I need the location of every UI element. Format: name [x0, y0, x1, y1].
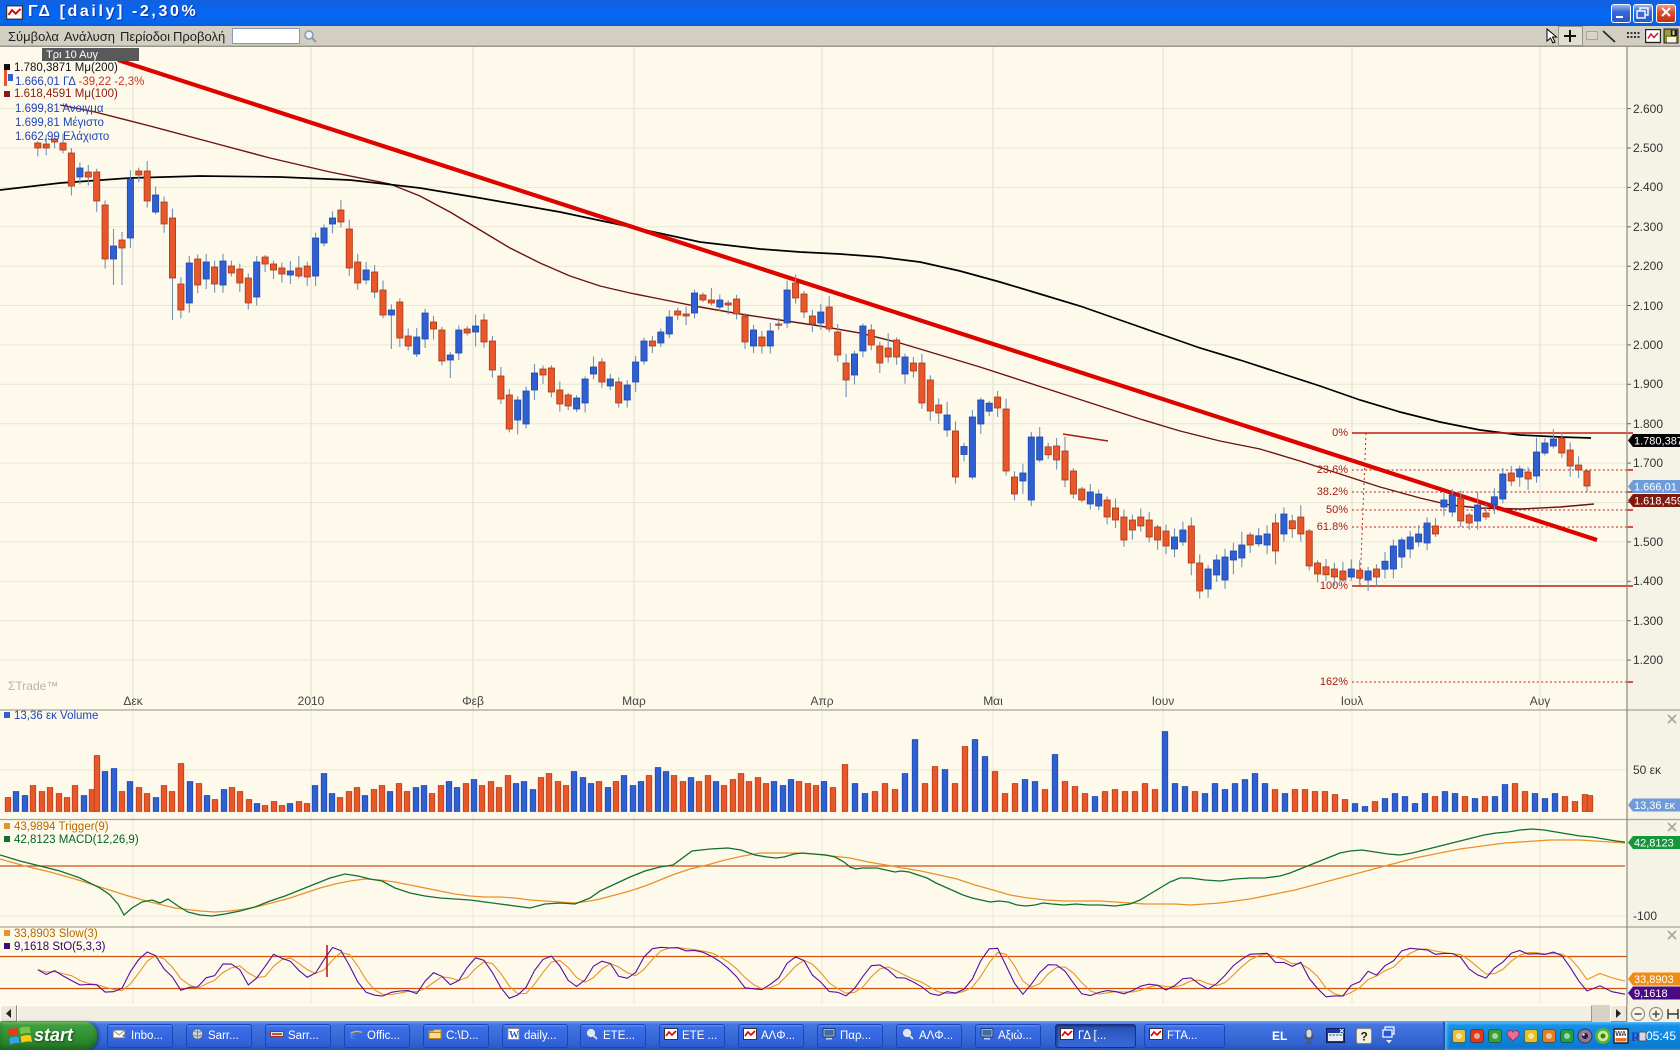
svg-text:Τρι 10 Αυγ: Τρι 10 Αυγ	[46, 49, 99, 61]
svg-text:1.780,387: 1.780,387	[1634, 436, 1680, 448]
svg-text:Μαι: Μαι	[983, 694, 1003, 708]
svg-text:13,36 εκ: 13,36 εκ	[1634, 800, 1675, 812]
svg-text:1.618,459: 1.618,459	[1634, 496, 1680, 508]
svg-text:1.699,81 Άνοιγμα: 1.699,81 Άνοιγμα	[15, 103, 104, 115]
svg-text:162%: 162%	[1320, 676, 1348, 688]
svg-text:Απρ: Απρ	[810, 694, 833, 708]
svg-text:R: R	[1631, 1029, 1641, 1044]
svg-text:0%: 0%	[1332, 427, 1348, 439]
svg-text:?: ?	[1361, 1030, 1368, 1044]
svg-text:1.700: 1.700	[1633, 456, 1663, 470]
svg-text:42,8123: 42,8123	[1634, 838, 1674, 850]
svg-text:9,1618 StO(5,3,3): 9,1618 StO(5,3,3)	[14, 941, 106, 953]
svg-text:Δεκ: Δεκ	[123, 694, 143, 708]
svg-text:ΣTrade™: ΣTrade™	[8, 679, 58, 693]
svg-text:1.200: 1.200	[1633, 653, 1663, 667]
svg-text:1.800: 1.800	[1633, 417, 1663, 431]
svg-text:13,36 εκ Volume: 13,36 εκ Volume	[14, 710, 98, 722]
svg-text:Ιουν: Ιουν	[1152, 694, 1175, 708]
svg-text:50%: 50%	[1326, 504, 1348, 516]
svg-text:1.780,3871 Μμ(200): 1.780,3871 Μμ(200)	[14, 62, 118, 74]
svg-text:1.500: 1.500	[1633, 535, 1663, 549]
svg-text:1.699,81 Μέγιστο: 1.699,81 Μέγιστο	[15, 117, 104, 129]
svg-text:1.300: 1.300	[1633, 614, 1663, 628]
svg-text:2.100: 2.100	[1633, 299, 1663, 313]
svg-text:1.662,99 Ελάχιστο: 1.662,99 Ελάχιστο	[15, 131, 109, 143]
svg-text:1.666,01: 1.666,01	[1634, 482, 1677, 494]
svg-text:38.2%: 38.2%	[1317, 486, 1348, 498]
svg-text:33,8903: 33,8903	[1634, 974, 1674, 986]
svg-text:2.400: 2.400	[1633, 180, 1663, 194]
svg-text:Αυγ: Αυγ	[1530, 694, 1551, 708]
svg-text:61.8%: 61.8%	[1317, 521, 1348, 533]
svg-text:9,1618: 9,1618	[1634, 988, 1668, 1000]
svg-text:33,8903 Slow(3): 33,8903 Slow(3)	[14, 928, 98, 940]
svg-text:W: W	[509, 1030, 519, 1040]
svg-text:Ιουλ: Ιουλ	[1341, 694, 1364, 708]
svg-text:1.618,4591 Μμ(100): 1.618,4591 Μμ(100)	[14, 88, 118, 100]
svg-text:1.400: 1.400	[1633, 574, 1663, 588]
svg-text:50 εκ: 50 εκ	[1633, 763, 1662, 777]
svg-text:WA: WA	[1615, 1031, 1626, 1038]
svg-text:-100: -100	[1633, 909, 1657, 923]
svg-text:2.300: 2.300	[1633, 220, 1663, 234]
svg-text:42,8123 MACD(12,26,9): 42,8123 MACD(12,26,9)	[14, 834, 139, 846]
svg-text:1.666,01 ΓΔ -39,22 -2,3%: 1.666,01 ΓΔ -39,22 -2,3%	[15, 76, 144, 88]
svg-text:43,9894 Trigger(9): 43,9894 Trigger(9)	[14, 821, 109, 833]
svg-text:Φεβ: Φεβ	[462, 694, 484, 708]
svg-text:2.200: 2.200	[1633, 259, 1663, 273]
svg-text:2.000: 2.000	[1633, 338, 1663, 352]
svg-text:2.600: 2.600	[1633, 102, 1663, 116]
svg-text:23.6%: 23.6%	[1317, 464, 1348, 476]
svg-text:e: e	[350, 1028, 356, 1041]
svg-text:Μαρ: Μαρ	[622, 694, 646, 708]
svg-text:2.500: 2.500	[1633, 141, 1663, 155]
svg-text:2010: 2010	[298, 694, 325, 708]
svg-text:1.900: 1.900	[1633, 377, 1663, 391]
